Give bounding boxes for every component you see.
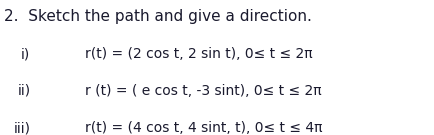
Text: iii): iii) [13,122,30,135]
Text: r(t) = (4 cos t, 4 sint, t), 0≤ t ≤ 4π: r(t) = (4 cos t, 4 sint, t), 0≤ t ≤ 4π [85,122,322,135]
Text: i): i) [21,47,30,61]
Text: r(t) = (2 cos t, 2 sin t), 0≤ t ≤ 2π: r(t) = (2 cos t, 2 sin t), 0≤ t ≤ 2π [85,47,312,61]
Text: 2.  Sketch the path and give a direction.: 2. Sketch the path and give a direction. [4,9,312,24]
Text: ii): ii) [17,84,30,98]
Text: r (t) = ( e cos t, -3 sint), 0≤ t ≤ 2π: r (t) = ( e cos t, -3 sint), 0≤ t ≤ 2π [85,84,321,98]
